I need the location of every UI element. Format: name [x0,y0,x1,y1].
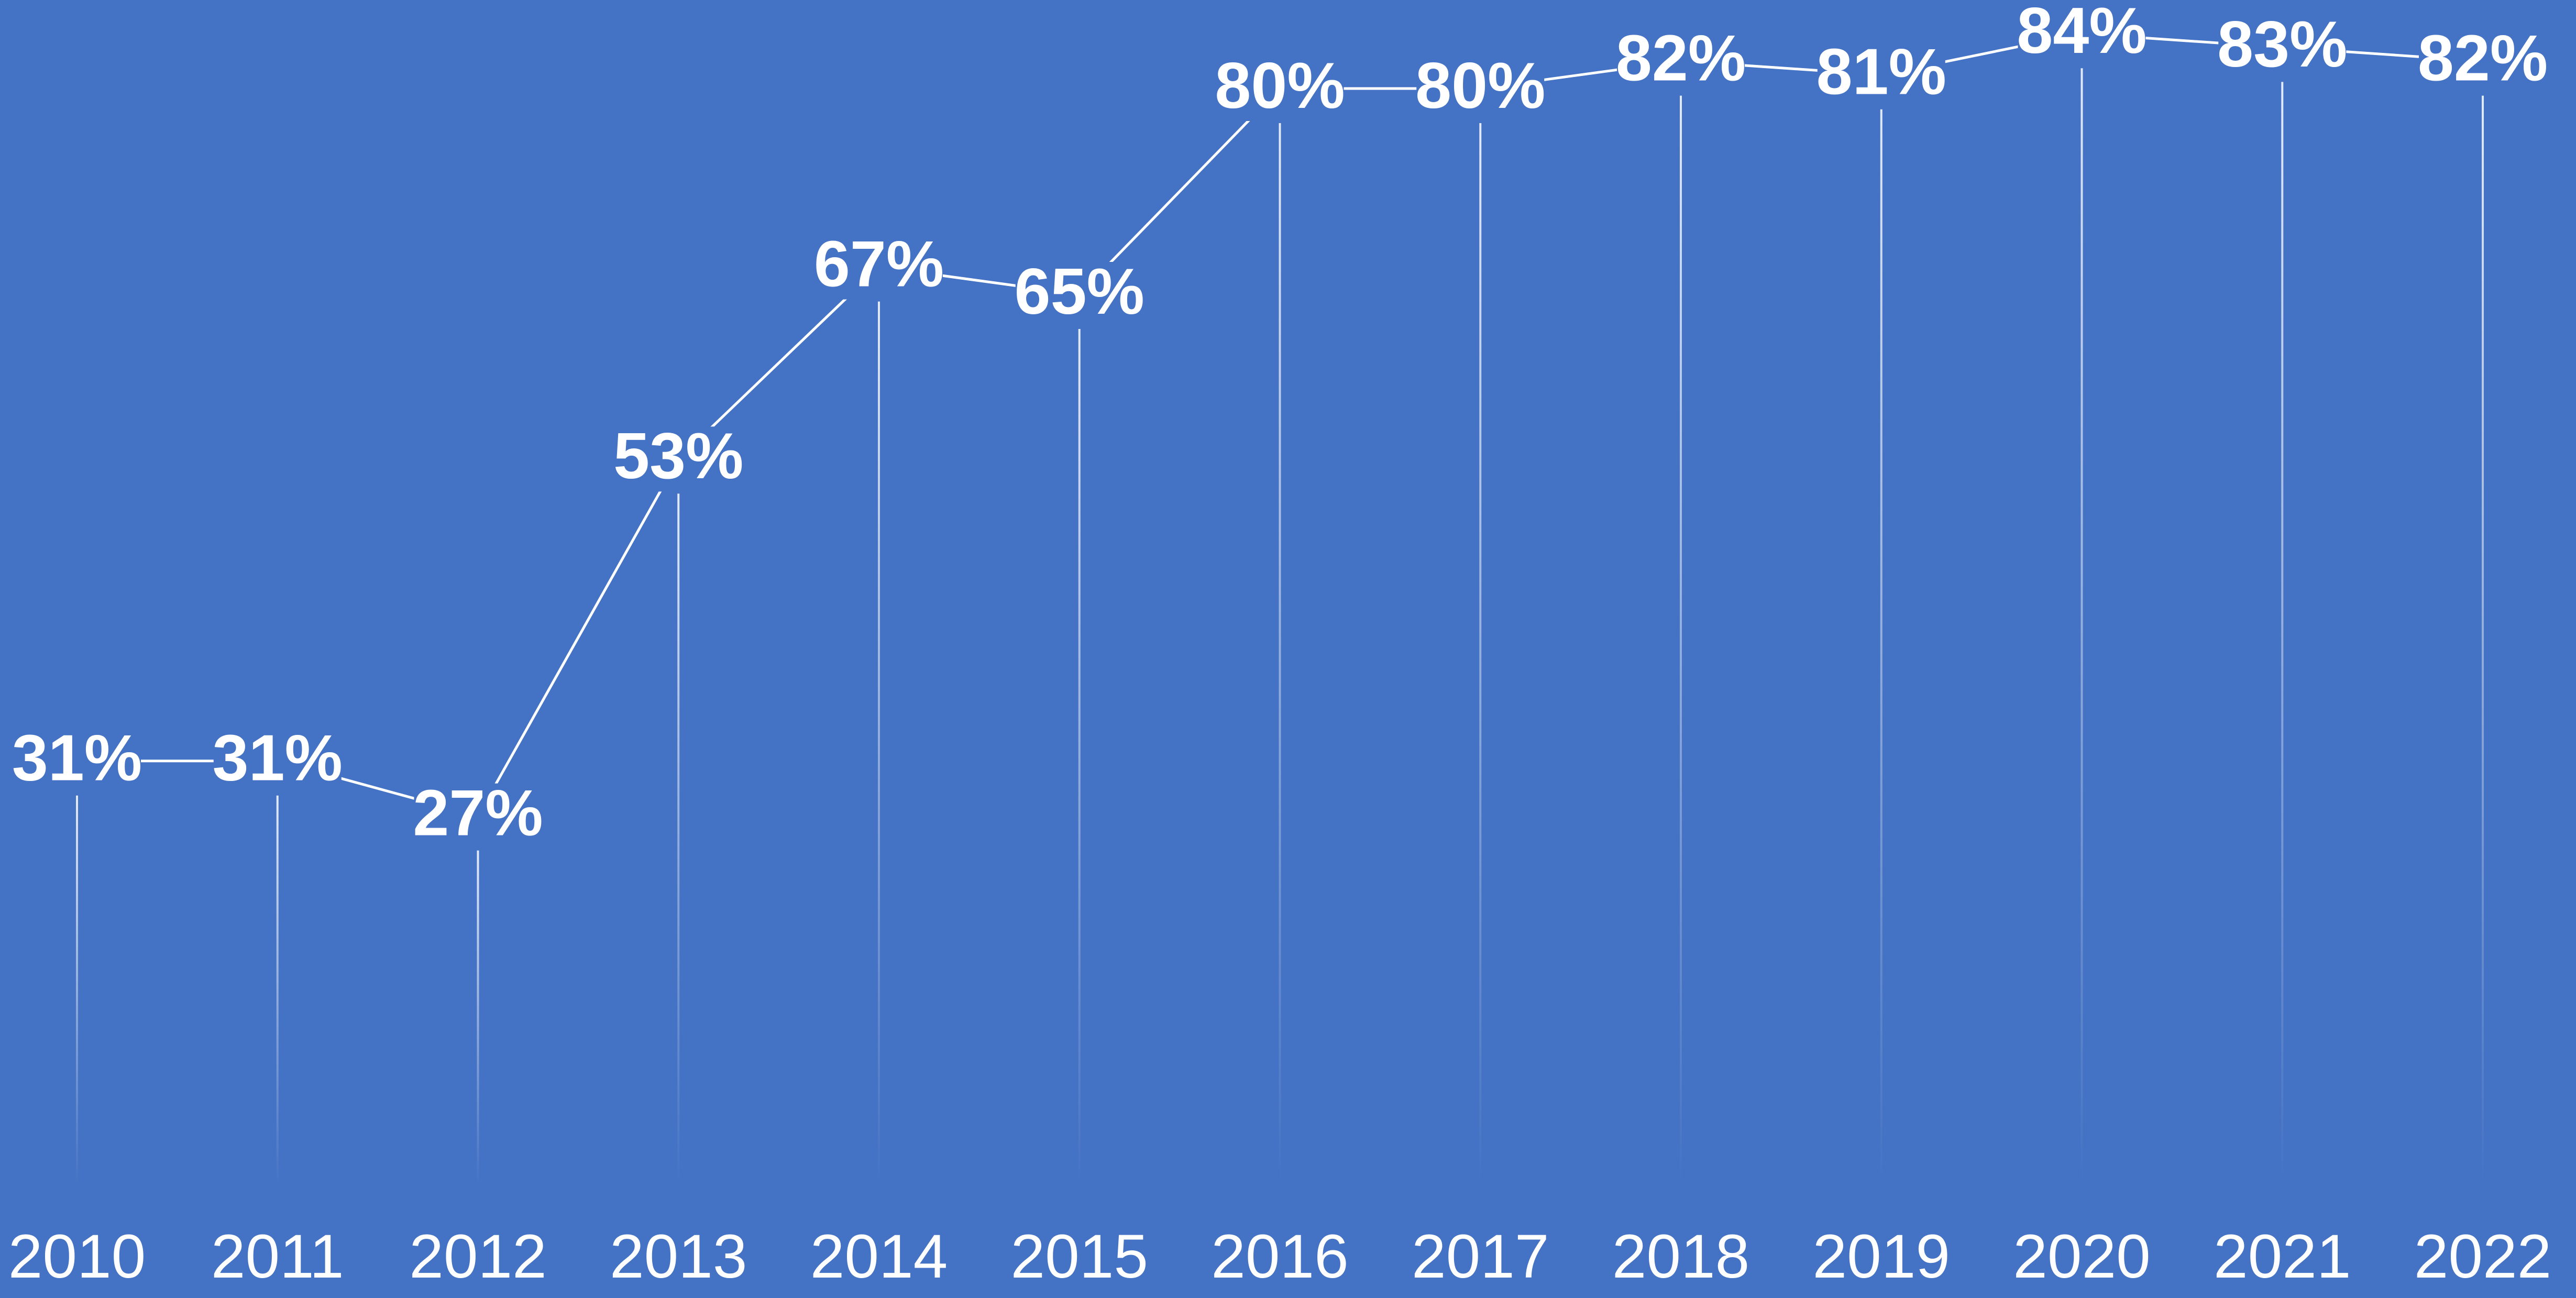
x-tick-label: 2017 [1412,1222,1549,1291]
x-tick-label: 2018 [1612,1222,1750,1291]
x-tick-label: 2011 [211,1222,344,1291]
data-label: 82% [1616,22,1746,94]
data-label: 65% [1015,256,1144,328]
data-label: 83% [2217,8,2347,81]
x-tick-label: 2019 [1812,1222,1950,1291]
x-tick-label: 2016 [1211,1222,1349,1291]
x-tick-label: 2020 [2013,1222,2151,1291]
x-tick-label: 2012 [409,1222,547,1291]
data-label: 80% [1215,50,1345,122]
x-tick-label: 2010 [8,1222,146,1291]
data-label: 81% [1817,36,1946,108]
data-label: 31% [213,722,343,795]
data-label: 27% [413,777,543,849]
x-tick-label: 2015 [1010,1222,1148,1291]
x-tick-label: 2013 [610,1222,747,1291]
data-line [77,32,2483,818]
data-label: 80% [1415,50,1545,122]
data-label: 67% [814,228,944,300]
x-tick-label: 2014 [810,1222,948,1291]
data-label: 82% [2418,22,2548,94]
data-label: 84% [2017,0,2146,67]
data-label: 31% [12,722,142,795]
data-label: 53% [613,420,743,492]
x-tick-label: 2021 [2214,1222,2351,1291]
x-tick-label: 2022 [2414,1222,2552,1291]
